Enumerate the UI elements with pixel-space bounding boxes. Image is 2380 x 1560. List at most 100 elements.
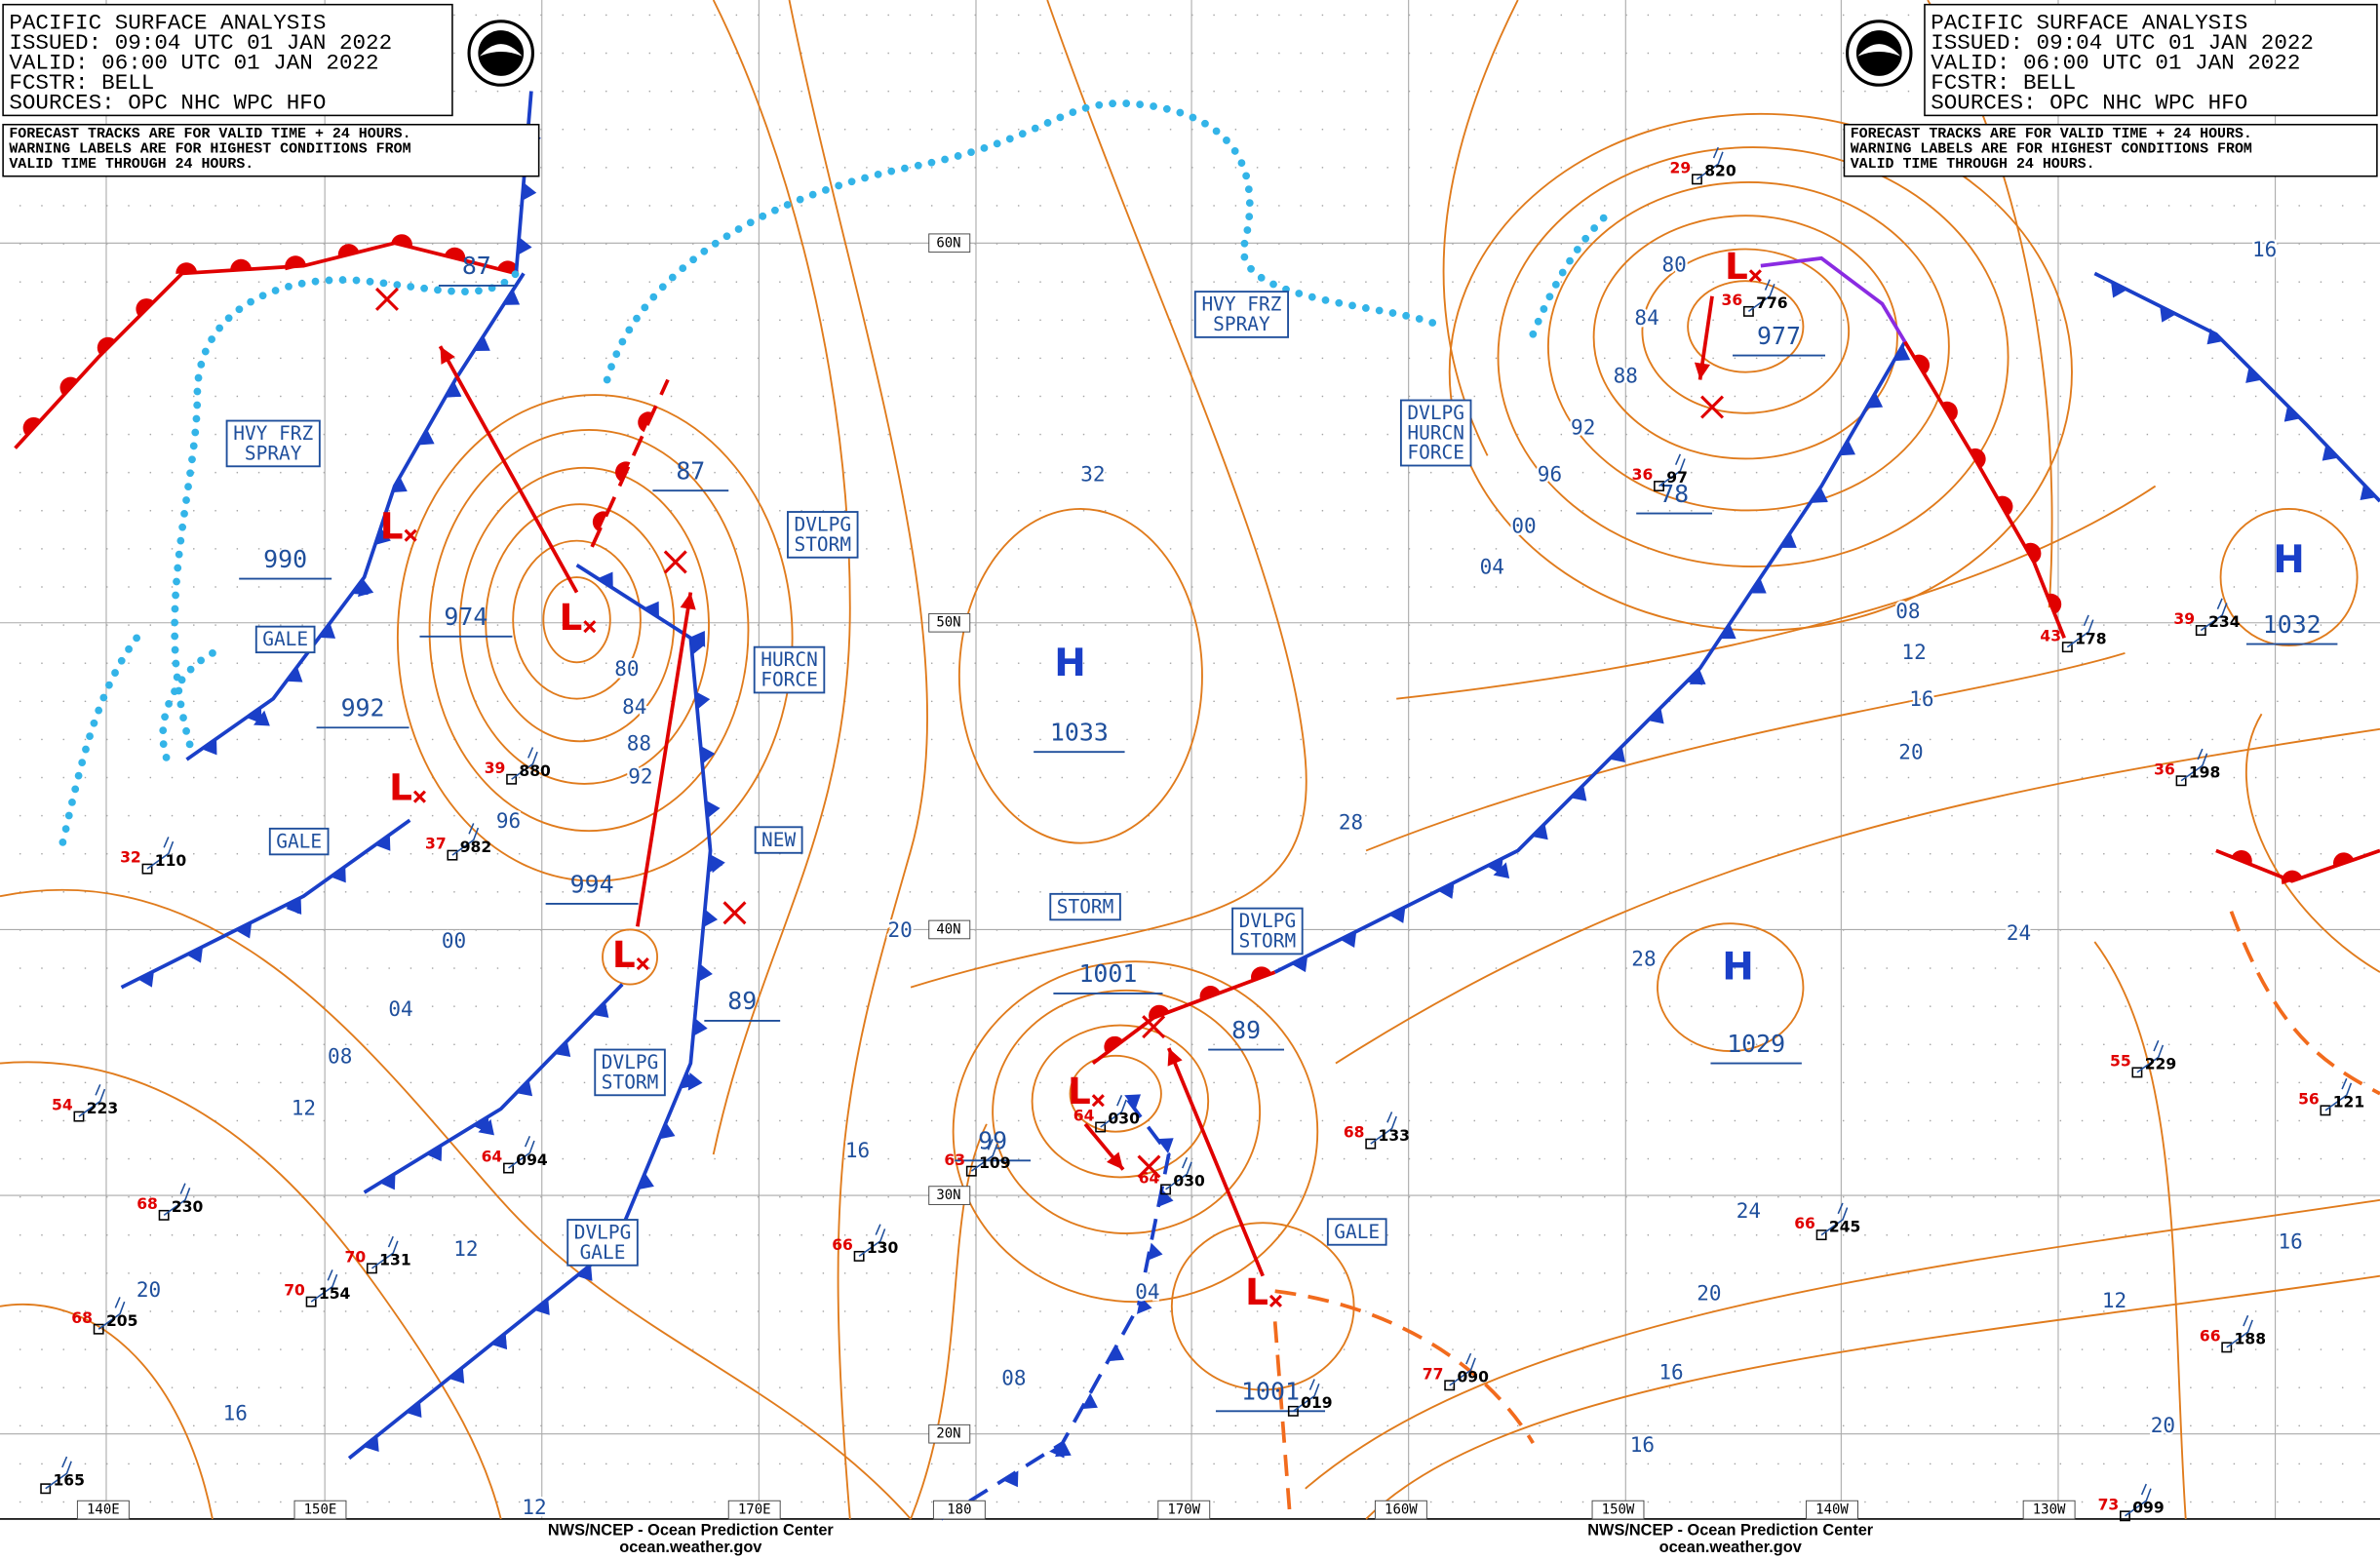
header-line: FCSTR: BELL: [1931, 70, 2076, 96]
longitude-label: 130W: [2033, 1502, 2066, 1518]
text-box: [2, 123, 540, 177]
warning-text: HURCN: [1407, 421, 1464, 444]
station-pressure: 165: [53, 1471, 84, 1489]
front-line: [1091, 970, 1276, 1066]
longitude-label: 150W: [1602, 1502, 1635, 1518]
station-marker: [158, 1209, 170, 1221]
wind-barb: [1747, 279, 1775, 313]
station-marker: [93, 1323, 104, 1335]
warning-text: GALE: [580, 1241, 626, 1264]
isobar-label: 12: [292, 1095, 316, 1119]
forecast-position: [1137, 1154, 1161, 1179]
cold-front-pip: [576, 1265, 593, 1281]
ice-edge: [1529, 209, 1614, 338]
pressure-label: 89: [727, 987, 757, 1015]
low-x: [1748, 269, 1762, 283]
cold-front-pip: [1124, 1094, 1142, 1111]
header-line: ISSUED: 09:04 UTC 01 JAN 2022: [1931, 30, 2314, 56]
station-pressure: 099: [2132, 1500, 2164, 1517]
high-symbol: H: [1054, 642, 1086, 685]
cold-front-pip: [1147, 1242, 1163, 1261]
storm-track: [438, 345, 579, 594]
station-temperature: 29: [1670, 159, 1692, 176]
isobar: [712, 0, 851, 1155]
isobar-label: 00: [442, 928, 466, 953]
isobar-label: 12: [2102, 1288, 2126, 1312]
isobar: [1365, 652, 2126, 852]
warning-text: DVLPG: [794, 514, 851, 536]
warm-front-pip: [97, 336, 116, 356]
isobar: [1031, 1024, 1210, 1179]
station-pressure: 880: [519, 762, 551, 780]
wind-barb: [2226, 1314, 2253, 1348]
warning-text: STORM: [1057, 895, 1114, 917]
note-line: WARNING LABELS ARE FOR HIGHEST CONDITION…: [1851, 142, 2252, 158]
warning-text: GALE: [276, 830, 322, 852]
warning-box: [594, 1048, 666, 1097]
station-temperature: 36: [2154, 760, 2175, 778]
warning-text: GALE: [1334, 1221, 1380, 1243]
wind-barb: [858, 1224, 886, 1258]
isobar: [992, 989, 1262, 1234]
warning-text: DVLPG: [602, 1051, 659, 1073]
isobar-label: 08: [1001, 1366, 1026, 1390]
noaa-logo-inner: [478, 30, 525, 76]
warning-text: DVLPG: [1407, 402, 1464, 424]
station-pressure: 030: [1173, 1173, 1205, 1190]
isobar-label: 24: [1736, 1198, 1761, 1223]
cold-front-pip: [1648, 707, 1664, 724]
isobar-label: 04: [1135, 1279, 1159, 1304]
warning-text: DVLPG: [574, 1222, 632, 1244]
pressure-label: 89: [1231, 1016, 1261, 1044]
cold-front-pip: [1002, 1470, 1019, 1488]
station-temperature: 54: [52, 1097, 73, 1114]
wind-barb: [2066, 614, 2094, 648]
front-line: [2215, 848, 2380, 883]
station-temperature: 36: [1721, 292, 1742, 309]
header-line: VALID: 06:00 UTC 01 JAN 2022: [1931, 50, 2300, 75]
cold-front-pip: [473, 335, 490, 352]
cold-front-pip: [137, 970, 154, 988]
latitude-label: 60N: [936, 235, 960, 251]
station-pressure: 205: [106, 1312, 137, 1330]
station-pressure: 245: [1829, 1218, 1860, 1235]
low-symbol: L: [559, 596, 582, 639]
geo-label-box: [1806, 1500, 1858, 1520]
front-line: [940, 1092, 1171, 1521]
isobar-label: 20: [137, 1277, 161, 1302]
fronts: [14, 91, 2380, 1521]
station-pressure: 198: [2189, 763, 2220, 781]
cold-front-pip: [1570, 785, 1587, 801]
warning-text: STORM: [794, 533, 851, 556]
storm-track: [1166, 1047, 1265, 1277]
warm-front-pip: [592, 511, 608, 532]
warm-front-pip: [285, 256, 306, 271]
station-temperature: 68: [1344, 1124, 1365, 1142]
warning-box: [254, 625, 316, 654]
isobar-label: 04: [388, 996, 412, 1021]
low-x: [1091, 1094, 1105, 1108]
cold-front-pip: [517, 237, 532, 255]
cold-front-pip: [1054, 1440, 1072, 1458]
isobar-label: 28: [1339, 809, 1363, 834]
isobar: [2219, 507, 2359, 647]
station-temperature: 68: [71, 1309, 93, 1327]
geo-label-box: [928, 919, 971, 940]
longitude-label: 160W: [1385, 1502, 1418, 1518]
track-arrow: [1167, 1047, 1183, 1067]
cold-front-pip: [710, 854, 725, 874]
isobar: [428, 428, 750, 833]
warning-box: [566, 1219, 639, 1267]
isobar: [2245, 713, 2380, 973]
low-x: [636, 956, 649, 971]
warm-front-pip: [1913, 354, 1931, 374]
cold-front-pip: [444, 381, 461, 398]
isobar-label: 12: [522, 1495, 546, 1519]
low-symbol: L: [1068, 1070, 1091, 1112]
station-marker: [2120, 1510, 2130, 1522]
station-marker: [447, 849, 458, 861]
isobar: [396, 394, 794, 882]
cold-front-pip: [703, 909, 719, 928]
station-temperature: 32: [120, 849, 141, 867]
wind-barb: [970, 1139, 998, 1172]
